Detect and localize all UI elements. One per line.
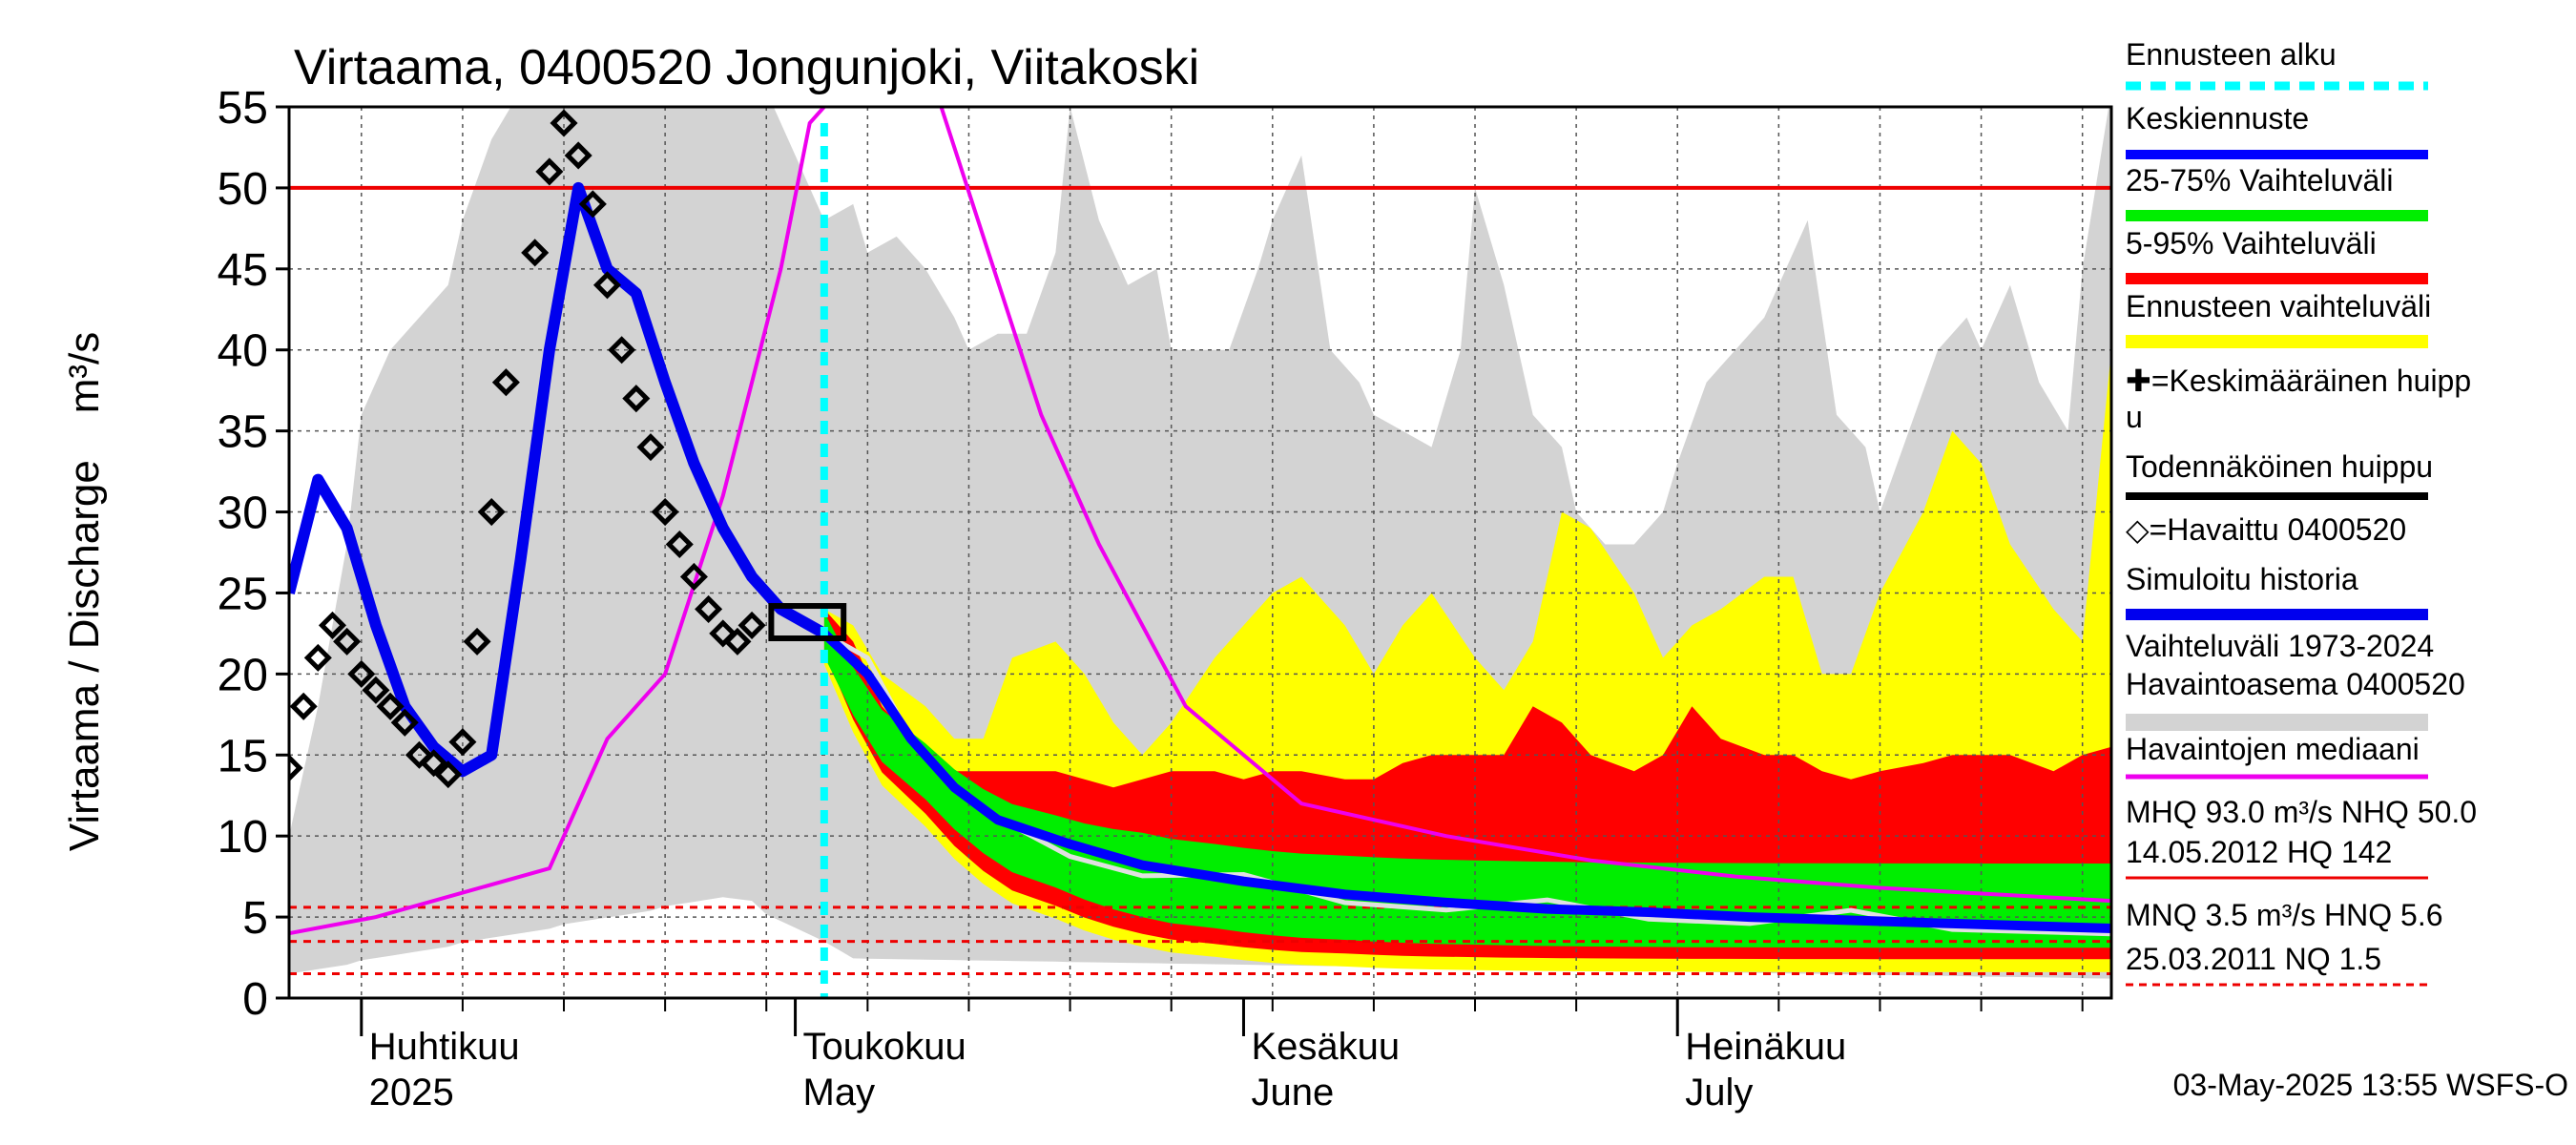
legend-label: Simuloitu historia [2126, 562, 2358, 596]
plot-frame [287, 105, 2113, 1000]
observed-point [289, 754, 303, 782]
y-tick-label: 5 [242, 893, 268, 944]
legend-label: Keskiennuste [2126, 101, 2309, 135]
legend-label: Ennusteen alku [2126, 37, 2337, 72]
y-axis-label: Virtaama / Discharge m³/s [61, 332, 108, 851]
observed-point [695, 594, 723, 623]
observed-point [463, 627, 491, 656]
footer-timestamp: 03-May-2025 13:55 WSFS-O [2173, 1068, 2568, 1102]
y-axis: 0 5 10 15 20 25 30 35 40 45 50 55 [218, 83, 289, 1025]
legend-label: Havaintoasema 0400520 [2126, 667, 2465, 701]
chart-title: Virtaama, 0400520 Jongunjoki, Viitakoski [294, 40, 1199, 95]
y-tick-label: 55 [218, 83, 268, 134]
observed-point [405, 740, 433, 769]
x-month-label-en: July [1685, 1072, 1753, 1114]
legend-label: 25.03.2011 NQ 1.5 [2126, 942, 2381, 976]
y-tick-label: 10 [218, 812, 268, 863]
x-month-label-en: June [1251, 1072, 1334, 1114]
observed-point [679, 562, 708, 592]
observed-point [521, 239, 550, 267]
observed-point [608, 336, 636, 364]
legend-label: 14.05.2012 HQ 142 [2126, 835, 2392, 869]
mean-forecast-line [821, 630, 2111, 933]
observed-point [333, 627, 362, 656]
legend-label: MNQ 3.5 m³/s HNQ 5.6 [2126, 898, 2443, 932]
y-tick-label: 25 [218, 569, 268, 619]
probable-peak-marker [768, 603, 847, 642]
legend-label: MHQ 93.0 m³/s NHQ 50.0 [2126, 795, 2477, 829]
x-month-label-fi: Heinäkuu [1685, 1026, 1846, 1068]
observed-point [477, 498, 506, 527]
simulated-history-line [289, 181, 827, 778]
legend-label: Ennusteen vaihteluväli [2126, 289, 2431, 323]
observed-point [709, 619, 737, 648]
legend-label: Havaintojen mediaani [2126, 732, 2420, 766]
x-month-label-en: 2025 [369, 1072, 454, 1114]
legend-label-wrap: u [2126, 400, 2143, 434]
y-tick-label: 30 [218, 489, 268, 539]
observed-points [289, 109, 766, 789]
legend-label: 25-75% Vaihteluväli [2126, 163, 2393, 198]
legend: Ennusteen alku Keskiennuste 25-75% Vaihtel… [2126, 37, 2477, 987]
median-line [289, 107, 2111, 936]
x-month-label-fi: Huhtikuu [369, 1026, 520, 1068]
observed-point [390, 708, 419, 737]
observed-point [347, 659, 376, 688]
x-month-label-fi: Kesäkuu [1251, 1026, 1400, 1068]
legend-label: Vaihteluväli 1973-2024 [2126, 629, 2434, 663]
observed-point [289, 692, 318, 720]
observed-point [636, 433, 665, 462]
observed-point [362, 676, 390, 704]
legend-label: ◇=Havaittu 0400520 [2126, 512, 2406, 547]
observed-point [564, 141, 592, 170]
observed-point [376, 692, 405, 720]
observed-point [578, 190, 607, 219]
observed-point [651, 498, 679, 527]
observed-point [550, 109, 578, 137]
legend-label: 5-95% Vaihteluväli [2126, 226, 2377, 260]
y-tick-label: 45 [218, 245, 268, 296]
observed-point [448, 728, 477, 757]
observed-point [622, 385, 651, 413]
observed-point [420, 749, 448, 778]
observed-point [491, 368, 520, 397]
observed-point [535, 157, 564, 186]
plot-area [289, 107, 2111, 998]
legend-label: Todennäköinen huippu [2126, 449, 2433, 484]
observed-point [665, 530, 694, 559]
reference-lines [289, 185, 2111, 976]
observed-point [592, 271, 622, 300]
legend-label: ✚=Keskimääräinen huipp [2126, 364, 2471, 398]
y-tick-label: 20 [218, 650, 268, 700]
x-month-label-en: May [803, 1072, 876, 1114]
observed-point [303, 643, 332, 672]
y-tick-label: 15 [218, 731, 268, 781]
y-tick-label: 50 [218, 164, 268, 215]
y-tick-label: 35 [218, 407, 268, 458]
observed-point [737, 611, 766, 639]
observed-point [434, 760, 463, 789]
y-tick-label: 40 [218, 326, 268, 377]
observed-point [318, 611, 347, 639]
x-month-label-fi: Toukokuu [803, 1026, 966, 1068]
y-tick-label: 0 [242, 974, 268, 1025]
observed-point [723, 627, 752, 656]
